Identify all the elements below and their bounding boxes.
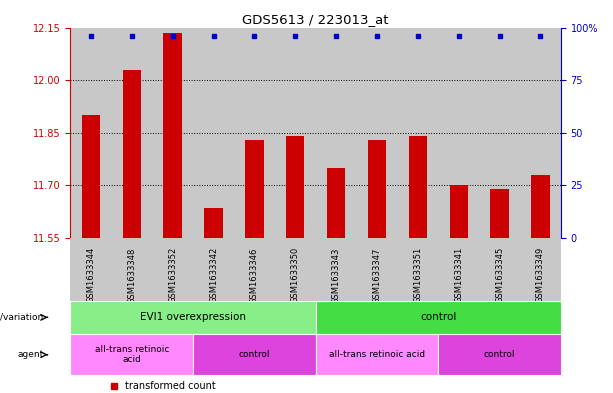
Text: GSM1633346: GSM1633346 bbox=[250, 247, 259, 303]
Text: GSM1633350: GSM1633350 bbox=[291, 247, 300, 303]
Bar bbox=[82, 115, 100, 238]
Text: GSM1633343: GSM1633343 bbox=[332, 247, 341, 303]
Text: GSM1633344: GSM1633344 bbox=[86, 247, 96, 303]
Text: GSM1633352: GSM1633352 bbox=[168, 247, 177, 303]
Text: agent: agent bbox=[17, 350, 44, 359]
Bar bbox=[438, 334, 561, 375]
Bar bbox=[70, 301, 316, 334]
Bar bbox=[164, 33, 182, 238]
Bar bbox=[490, 189, 509, 238]
Bar bbox=[316, 28, 357, 238]
Bar bbox=[316, 334, 438, 375]
Bar bbox=[357, 28, 397, 238]
Bar bbox=[204, 208, 223, 238]
Text: control: control bbox=[420, 312, 457, 322]
Bar bbox=[438, 28, 479, 238]
Bar bbox=[70, 334, 193, 375]
Bar bbox=[520, 28, 561, 238]
Bar bbox=[123, 70, 141, 238]
Text: GSM1633349: GSM1633349 bbox=[536, 247, 545, 303]
Bar bbox=[275, 28, 316, 238]
Title: GDS5613 / 223013_at: GDS5613 / 223013_at bbox=[243, 13, 389, 26]
Bar bbox=[479, 28, 520, 238]
Bar bbox=[286, 136, 305, 238]
Text: GSM1633351: GSM1633351 bbox=[413, 247, 422, 303]
Text: GSM1633348: GSM1633348 bbox=[128, 247, 136, 303]
Bar bbox=[193, 28, 234, 238]
Text: GSM1633342: GSM1633342 bbox=[209, 247, 218, 303]
Bar bbox=[316, 301, 561, 334]
Bar bbox=[70, 28, 112, 238]
Bar bbox=[112, 28, 152, 238]
Bar bbox=[409, 136, 427, 238]
Text: GSM1633345: GSM1633345 bbox=[495, 247, 504, 303]
Bar bbox=[368, 140, 386, 238]
Bar bbox=[327, 168, 345, 238]
Text: EVI1 overexpression: EVI1 overexpression bbox=[140, 312, 246, 322]
Bar bbox=[234, 28, 275, 238]
Bar bbox=[193, 334, 316, 375]
Text: control: control bbox=[238, 350, 270, 359]
Text: transformed count: transformed count bbox=[124, 381, 215, 391]
Text: genotype/variation: genotype/variation bbox=[0, 313, 44, 322]
Bar bbox=[531, 174, 550, 238]
Bar bbox=[397, 28, 438, 238]
Text: control: control bbox=[484, 350, 516, 359]
Bar bbox=[245, 140, 264, 238]
Text: GSM1633347: GSM1633347 bbox=[373, 247, 381, 303]
Text: GSM1633341: GSM1633341 bbox=[454, 247, 463, 303]
Bar bbox=[449, 185, 468, 238]
Text: all-trans retinoic
acid: all-trans retinoic acid bbox=[94, 345, 169, 364]
Bar bbox=[152, 28, 193, 238]
Text: all-trans retinoic acid: all-trans retinoic acid bbox=[329, 350, 425, 359]
